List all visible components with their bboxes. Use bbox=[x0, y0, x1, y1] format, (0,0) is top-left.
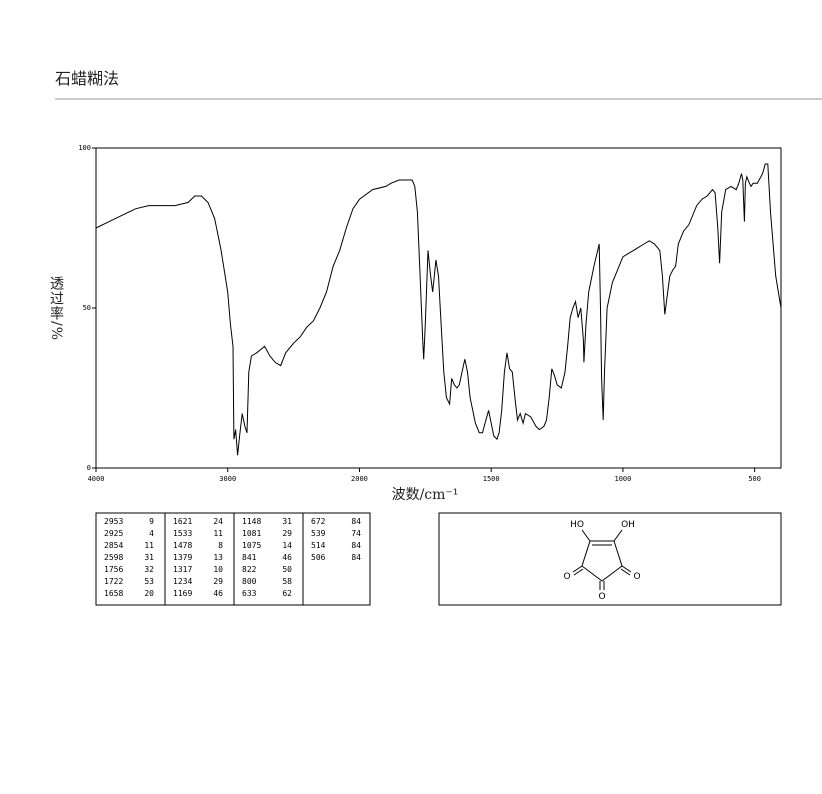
peak-wavenumber: 1317 bbox=[173, 565, 192, 574]
peak-wavenumber: 1148 bbox=[242, 517, 261, 526]
page-title: 石蜡糊法 bbox=[55, 69, 119, 88]
peak-transmittance: 13 bbox=[213, 553, 223, 562]
x-axis-label: 波数/cm⁻¹ bbox=[392, 487, 459, 503]
peak-transmittance: 20 bbox=[144, 589, 154, 598]
atom-label: O bbox=[633, 572, 640, 582]
peak-transmittance: 29 bbox=[213, 577, 223, 586]
x-tick-label: 2000 bbox=[351, 475, 368, 483]
peak-transmittance: 53 bbox=[144, 577, 154, 586]
peak-transmittance: 10 bbox=[213, 565, 223, 574]
peak-transmittance: 84 bbox=[351, 553, 361, 562]
atom-label: OH bbox=[621, 520, 635, 530]
peak-transmittance: 62 bbox=[282, 589, 292, 598]
x-tick-label: 4000 bbox=[88, 475, 105, 483]
peak-transmittance: 46 bbox=[282, 553, 292, 562]
peak-wavenumber: 800 bbox=[242, 577, 257, 586]
peak-transmittance: 9 bbox=[149, 517, 154, 526]
peak-transmittance: 24 bbox=[213, 517, 223, 526]
peak-wavenumber: 2854 bbox=[104, 541, 123, 550]
atom-label: O bbox=[598, 592, 605, 602]
peak-wavenumber: 2925 bbox=[104, 529, 123, 538]
peak-wavenumber: 514 bbox=[311, 541, 326, 550]
spectrum-line bbox=[95, 163, 782, 456]
peak-transmittance: 11 bbox=[144, 541, 154, 550]
peak-wavenumber: 506 bbox=[311, 553, 326, 562]
x-tick-label: 3000 bbox=[219, 475, 236, 483]
peak-wavenumber: 1234 bbox=[173, 577, 192, 586]
peak-wavenumber: 633 bbox=[242, 589, 257, 598]
peak-wavenumber: 1169 bbox=[173, 589, 192, 598]
peak-transmittance: 74 bbox=[351, 529, 361, 538]
peak-wavenumber: 1379 bbox=[173, 553, 192, 562]
y-axis-label: 透过率/% bbox=[48, 276, 64, 342]
peak-transmittance: 50 bbox=[282, 565, 292, 574]
peak-wavenumber: 539 bbox=[311, 529, 326, 538]
peak-wavenumber: 841 bbox=[242, 553, 257, 562]
y-tick-label: 50 bbox=[83, 304, 91, 312]
x-tick-label: 1000 bbox=[614, 475, 631, 483]
peak-wavenumber: 822 bbox=[242, 565, 257, 574]
peak-wavenumber: 672 bbox=[311, 517, 326, 526]
peak-transmittance: 4 bbox=[149, 529, 154, 538]
peak-transmittance: 46 bbox=[213, 589, 223, 598]
y-tick-label: 100 bbox=[78, 144, 91, 152]
molecule bbox=[572, 529, 632, 590]
peak-wavenumber: 1722 bbox=[104, 577, 123, 586]
x-tick-label: 1500 bbox=[483, 475, 500, 483]
peak-transmittance: 31 bbox=[282, 517, 292, 526]
peak-wavenumber: 2598 bbox=[104, 553, 123, 562]
peak-transmittance: 84 bbox=[351, 517, 361, 526]
x-tick-label: 500 bbox=[748, 475, 761, 483]
peak-wavenumber: 2953 bbox=[104, 517, 123, 526]
structure-frame bbox=[438, 512, 782, 606]
peak-transmittance: 29 bbox=[282, 529, 292, 538]
y-tick-label: 0 bbox=[87, 464, 91, 472]
peak-wavenumber: 1081 bbox=[242, 529, 261, 538]
peak-transmittance: 31 bbox=[144, 553, 154, 562]
peak-wavenumber: 1533 bbox=[173, 529, 192, 538]
peak-wavenumber: 1075 bbox=[242, 541, 261, 550]
peak-table-frame bbox=[95, 512, 371, 606]
peak-transmittance: 58 bbox=[282, 577, 292, 586]
peak-wavenumber: 1621 bbox=[173, 517, 192, 526]
atom-label: HO bbox=[570, 520, 584, 530]
peak-transmittance: 14 bbox=[282, 541, 292, 550]
peak-transmittance: 8 bbox=[218, 541, 223, 550]
peak-transmittance: 11 bbox=[213, 529, 223, 538]
peak-transmittance: 84 bbox=[351, 541, 361, 550]
peak-wavenumber: 1756 bbox=[104, 565, 123, 574]
peak-transmittance: 32 bbox=[144, 565, 154, 574]
peak-wavenumber: 1478 bbox=[173, 541, 192, 550]
peak-wavenumber: 1658 bbox=[104, 589, 123, 598]
atom-label: O bbox=[563, 572, 570, 582]
